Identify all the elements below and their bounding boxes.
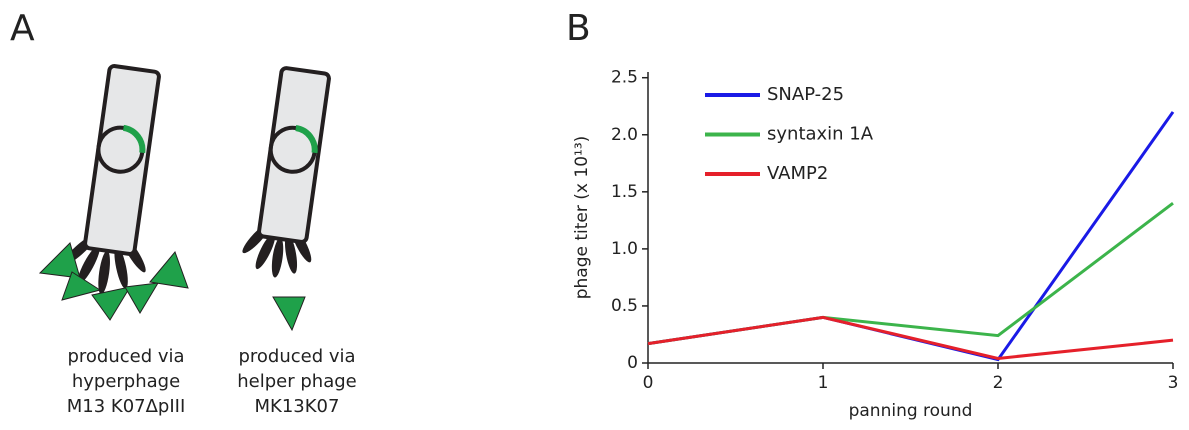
caption: produced via [238,346,355,367]
caption: produced via [67,346,184,367]
y-tick-label: 2.5 [611,68,638,88]
caption: hyperphage [72,371,180,392]
x-axis-label: panning round [849,401,973,421]
phage-hyperphage [62,64,161,295]
phage-helper [242,66,331,278]
y-tick-label: 2.0 [611,125,638,145]
series-line [647,111,1175,362]
legend-label: SNAP-25 [767,84,844,105]
x-tick-label: 0 [643,373,654,393]
panel-label: A [10,8,35,49]
caption: helper phage [237,371,356,392]
protein-triangles [38,242,189,321]
x-tick-label: 2 [993,373,1004,393]
y-tick-label: 1.5 [611,182,638,202]
caption: MK13K07 [255,396,340,417]
legend-label: VAMP2 [767,163,828,184]
protein-triangle [272,296,306,332]
y-axis-label: phage titer (x 10¹³) [572,136,592,300]
panel-label: B [566,8,591,49]
y-tick-label: 0 [627,353,638,373]
x-tick-label: 1 [818,373,829,393]
caption: M13 K07ΔpIII [67,396,186,417]
y-tick-label: 0.5 [611,296,638,316]
y-tick-label: 1.0 [611,239,638,259]
x-tick-label: 3 [1168,373,1179,393]
series-line [647,315,1174,360]
legend-label: syntaxin 1A [767,124,874,145]
